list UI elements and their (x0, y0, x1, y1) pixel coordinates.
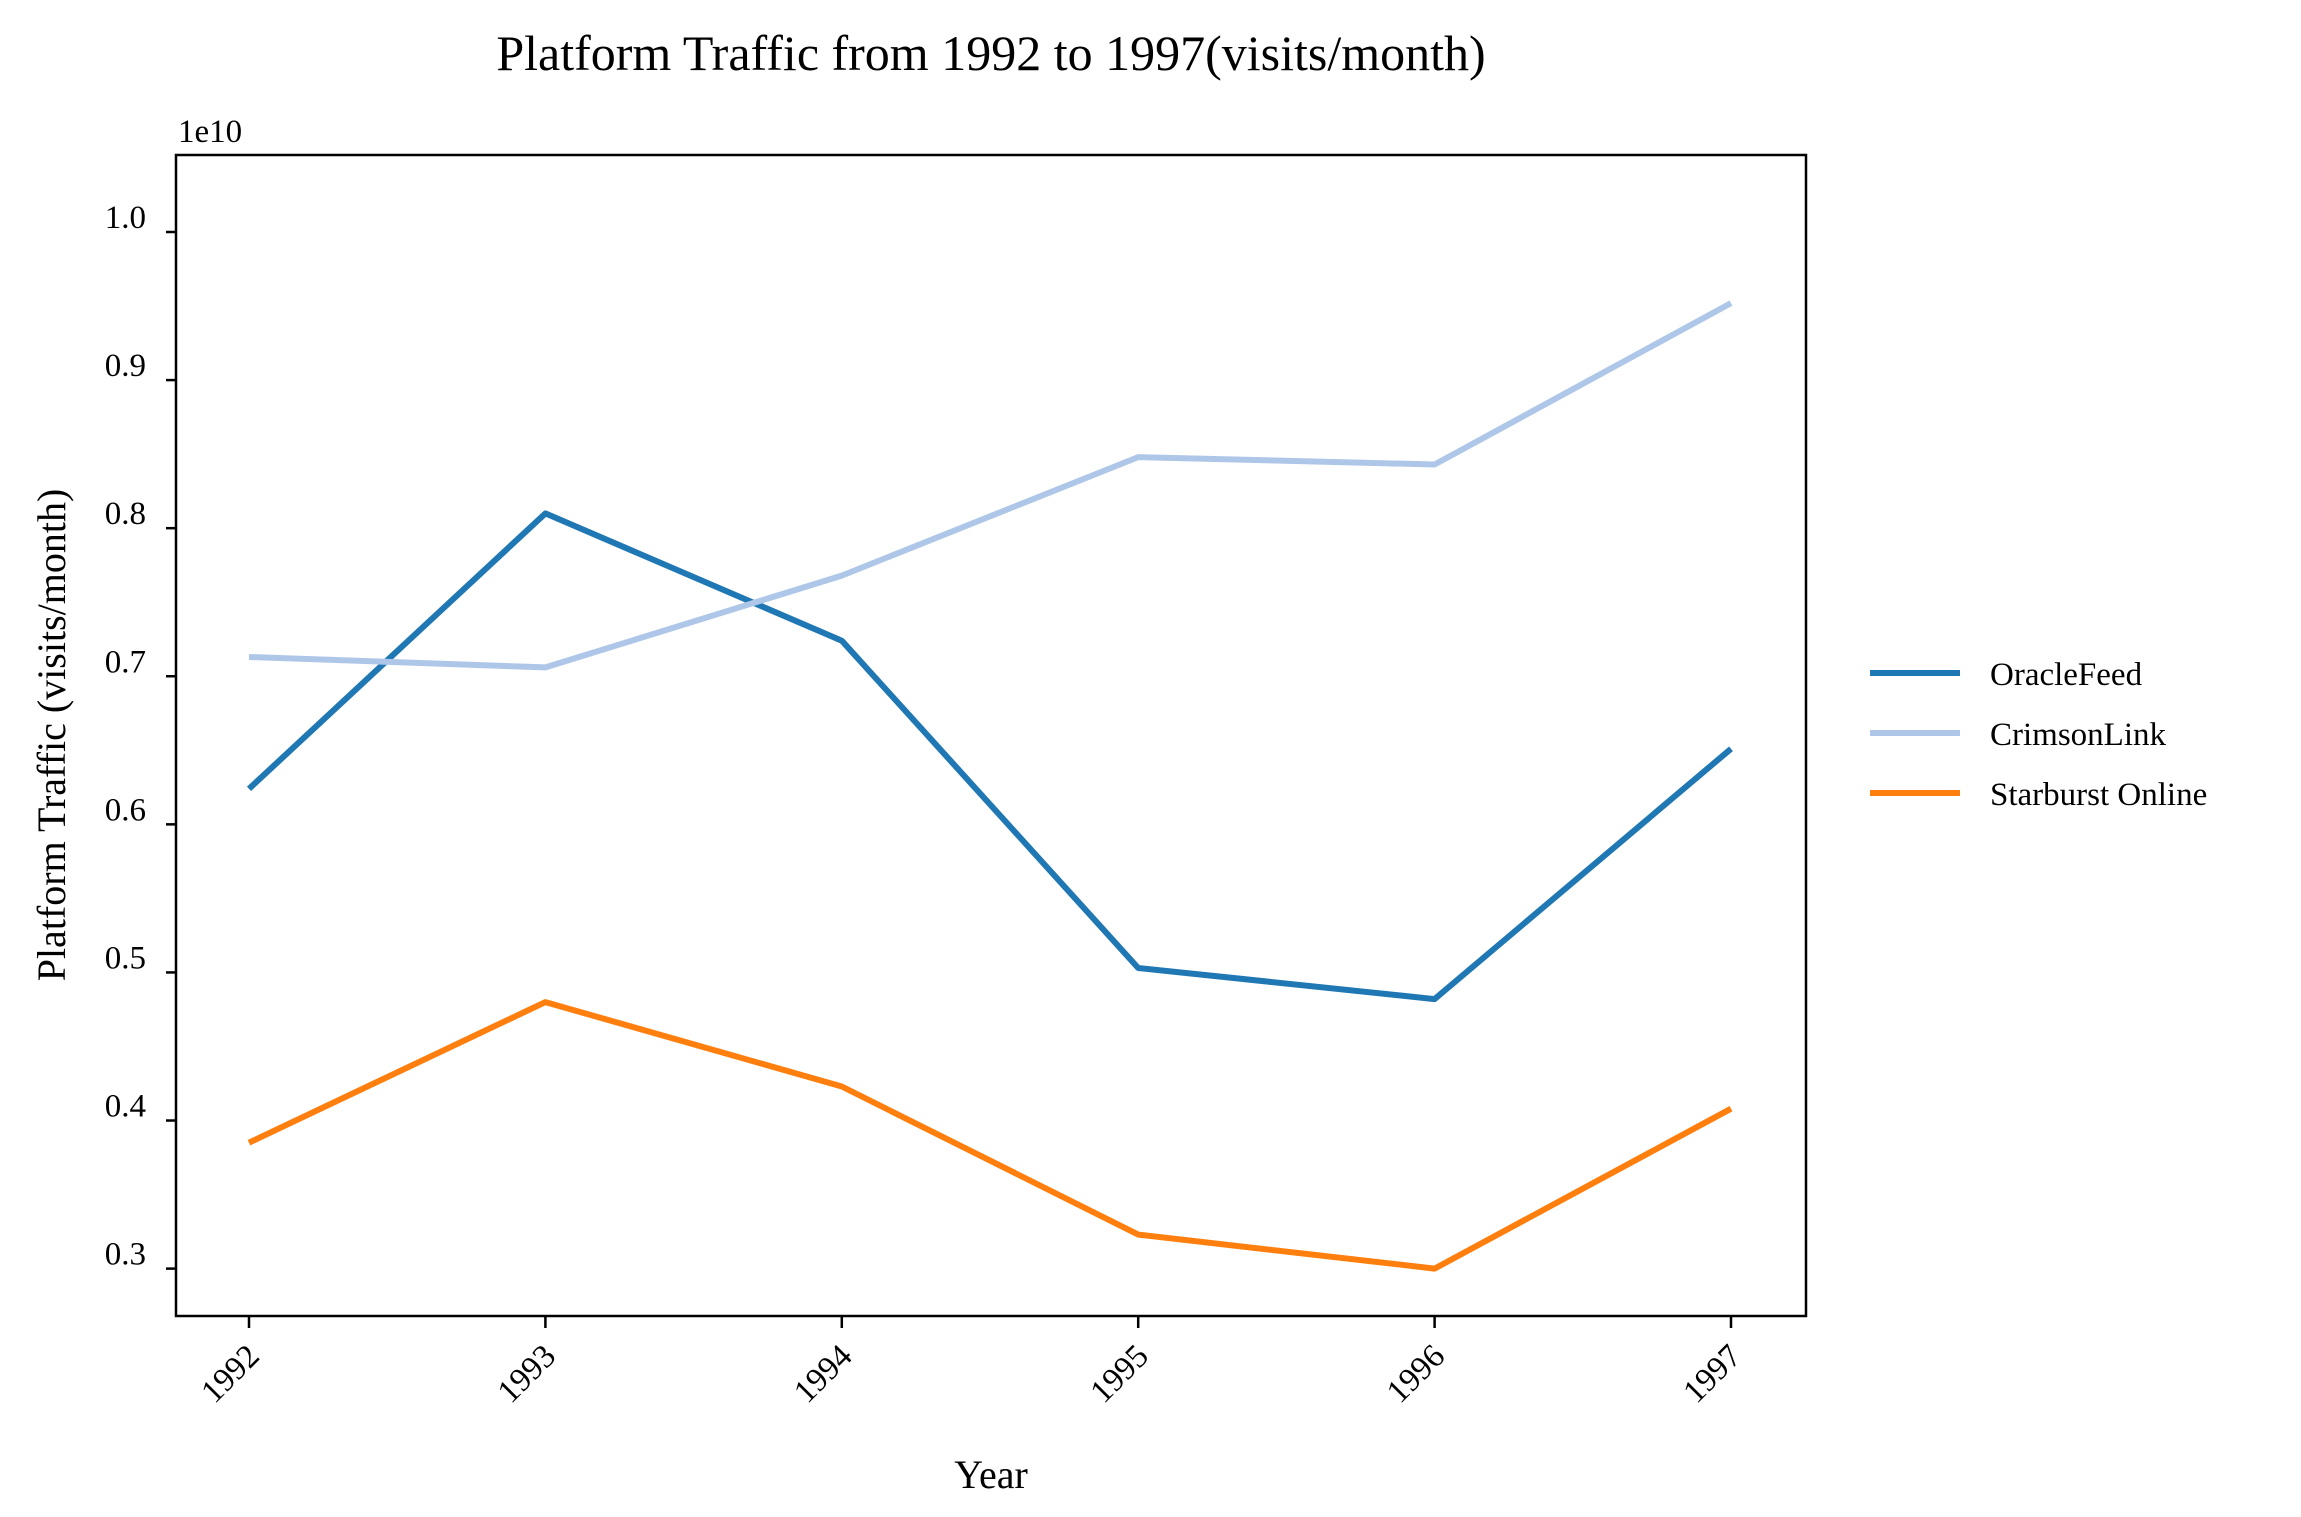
y-tick-label: 0.5 (105, 940, 146, 976)
x-tick-label: 1995 (1084, 1338, 1156, 1410)
series-lines (246, 300, 1733, 1272)
plot-area (174, 153, 1808, 1318)
y-axis-label: Platform Traffic (visits/month) (29, 489, 74, 982)
y-tick-label: 0.9 (105, 348, 146, 384)
x-tick-label: 1992 (195, 1338, 267, 1410)
legend-label: Starburst Online (1990, 777, 2207, 813)
series-line-starburst-online (247, 999, 1733, 1272)
x-tick-label: 1994 (787, 1338, 859, 1410)
x-axis-label: Year (954, 1452, 1028, 1497)
y-tick-label: 0.6 (105, 792, 146, 828)
y-tick-label: 0.4 (105, 1089, 146, 1125)
x-tick-label: 1997 (1677, 1338, 1749, 1410)
x-tick-label: 1993 (491, 1338, 563, 1410)
legend: OracleFeed CrimsonLink Starburst Online (1870, 657, 2207, 813)
series-line-crimsonlink (248, 300, 1733, 671)
y-tick-label: 0.3 (105, 1237, 146, 1273)
x-axis-ticks: 1992 1993 1994 1995 1996 1997 (195, 1316, 1749, 1410)
y-axis-offset-label: 1e10 (178, 114, 242, 150)
legend-label: OracleFeed (1990, 657, 2143, 693)
y-tick-label: 0.7 (105, 644, 146, 680)
series-line-oraclefeed (246, 510, 1733, 1003)
legend-label: CrimsonLink (1990, 717, 2167, 753)
y-tick-label: 1.0 (105, 200, 146, 236)
y-axis-ticks: 0.3 0.4 0.5 0.6 0.7 0.8 0.9 1.0 (105, 200, 176, 1273)
y-tick-label: 0.8 (105, 496, 146, 532)
x-tick-label: 1996 (1380, 1338, 1452, 1410)
chart-title: Platform Traffic from 1992 to 1997(visit… (496, 25, 1485, 81)
